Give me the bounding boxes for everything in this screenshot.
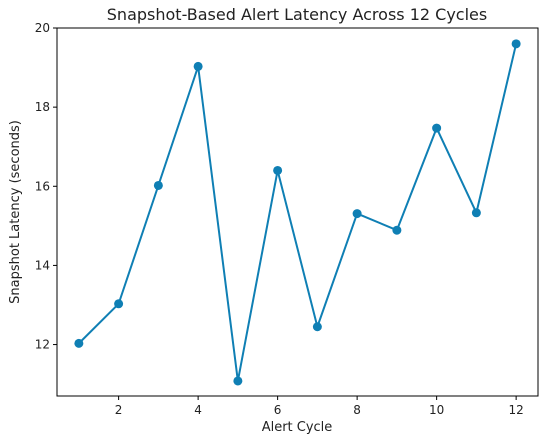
data-point — [392, 225, 402, 235]
x-tick-label: 4 — [194, 403, 202, 417]
series-line — [78, 43, 518, 382]
data-point — [312, 322, 322, 332]
y-tick-label: 14 — [35, 258, 50, 272]
data-point — [74, 338, 84, 348]
x-tick-label: 2 — [115, 403, 123, 417]
data-point — [471, 208, 481, 218]
y-axis-label: Snapshot Latency (seconds) — [8, 120, 23, 304]
y-tick-label: 12 — [35, 338, 50, 352]
data-point — [273, 165, 283, 175]
x-tick-label: 8 — [353, 403, 361, 417]
data-point — [432, 123, 442, 133]
chart-title: Snapshot-Based Alert Latency Across 12 C… — [107, 5, 487, 24]
x-tick-label: 10 — [429, 403, 444, 417]
y-tick-label: 20 — [35, 21, 50, 35]
y-tick-label: 18 — [35, 100, 50, 114]
axes-frame — [56, 27, 539, 397]
data-point — [233, 376, 243, 386]
x-tick-label: 12 — [508, 403, 523, 417]
data-point — [153, 180, 163, 190]
data-point — [352, 209, 362, 219]
plot-area: 2 4 6 8 10 12 12 14 16 18 20 — [35, 21, 539, 417]
data-point — [114, 299, 124, 309]
data-point — [511, 39, 521, 49]
data-point — [193, 61, 203, 71]
x-tick-label: 6 — [274, 403, 282, 417]
x-axis-label: Alert Cycle — [262, 420, 333, 435]
y-tick-label: 16 — [35, 179, 50, 193]
